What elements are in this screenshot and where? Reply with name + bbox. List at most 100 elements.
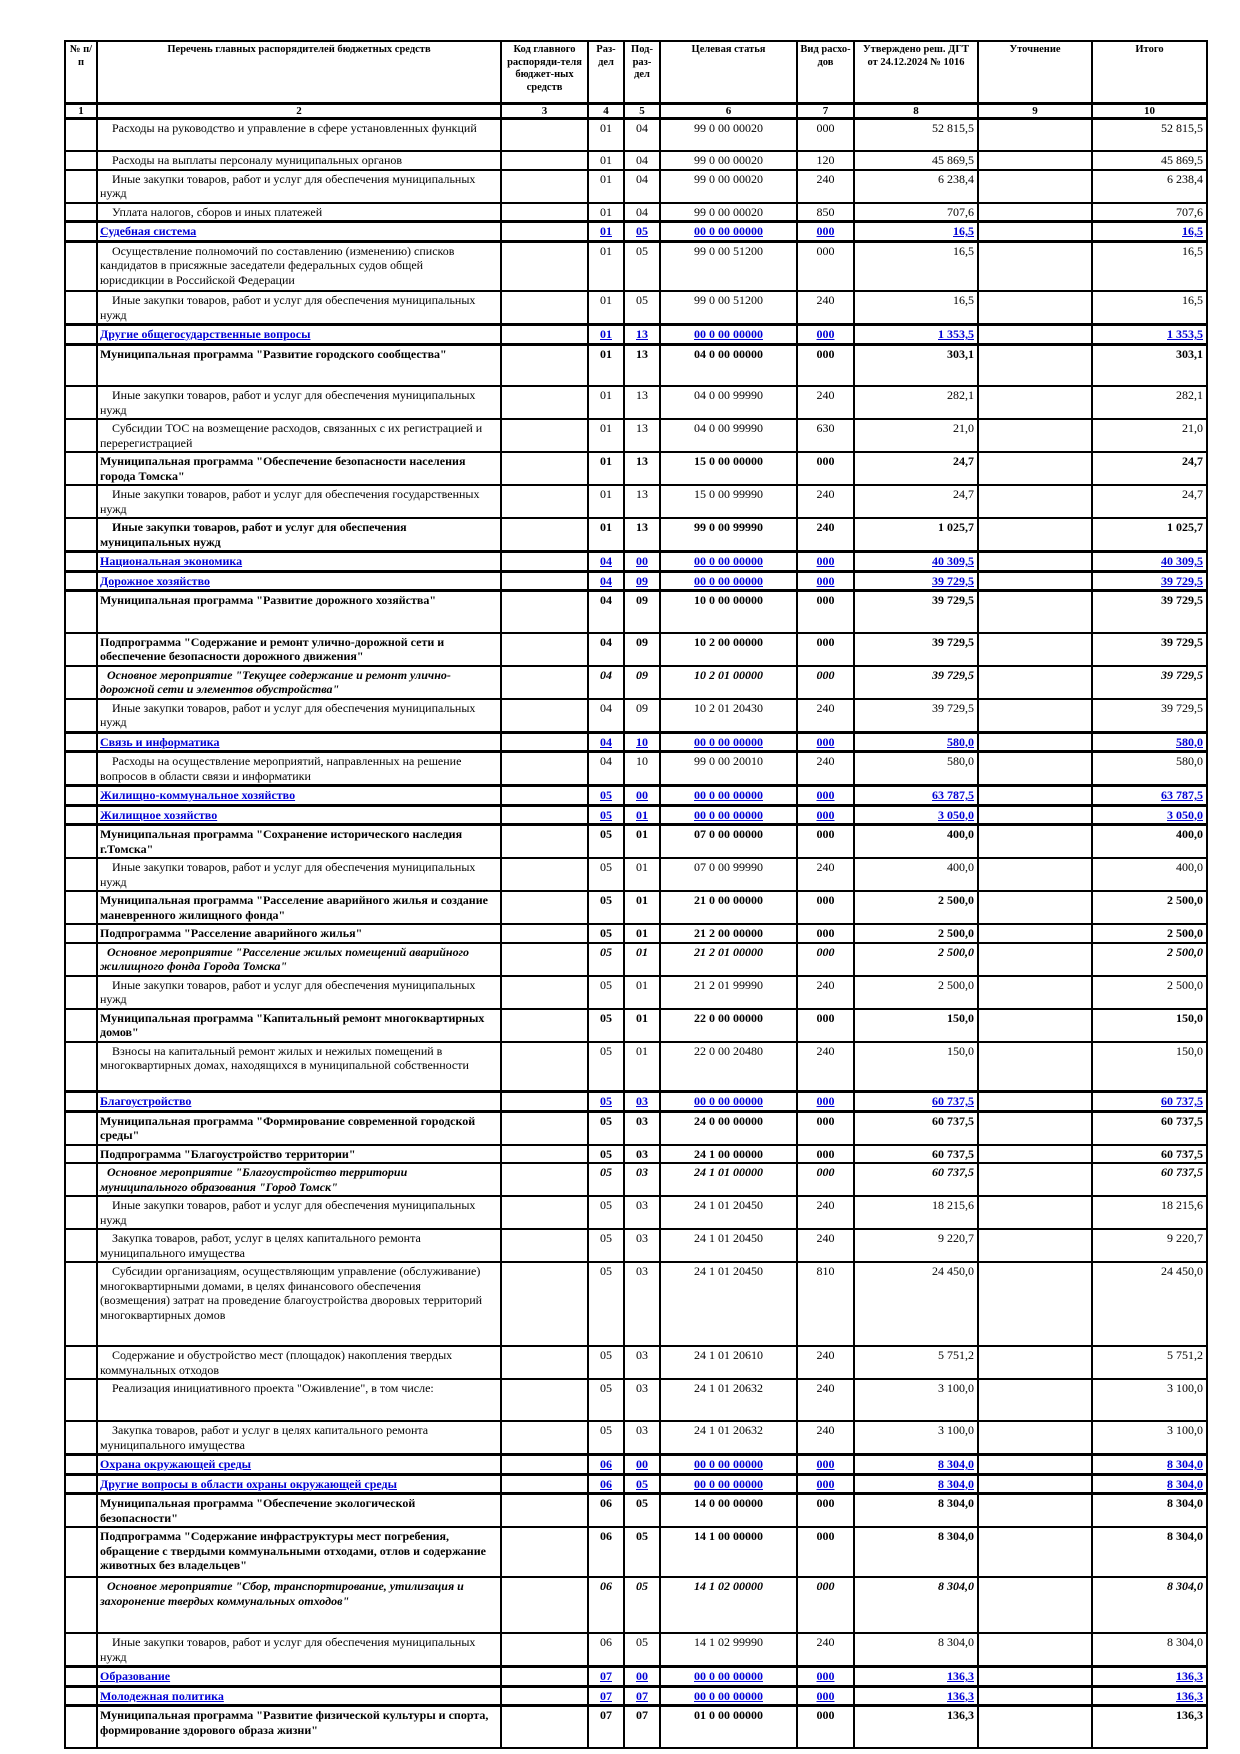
- cell-text: 07 0 00 00000: [694, 827, 763, 841]
- cell-text: 01: [636, 860, 648, 874]
- column-number-index: 1: [64, 102, 98, 120]
- cell-itogo: 16,5: [1091, 240, 1208, 292]
- cell-text: 00 0 00 00000: [694, 1457, 763, 1471]
- cell-grbs-code: [500, 890, 589, 925]
- cell-itogo: 282,1: [1091, 385, 1208, 420]
- table-row: Муниципальная программа "Сохранение исто…: [64, 823, 1208, 859]
- cell-text: Другие общегосударственные вопросы: [100, 327, 311, 341]
- cell-podrazdel: 13: [623, 484, 661, 519]
- cell-text: 5 751,2: [1167, 1348, 1203, 1362]
- cell-approved: 60 737,5: [853, 1162, 979, 1197]
- cell-grbs-code: [500, 484, 589, 519]
- cell-text: 60 737,5: [932, 1113, 974, 1128]
- cell-grbs-code: [500, 168, 589, 204]
- cell-text: Муниципальная программа "Развитие дорожн…: [100, 593, 436, 607]
- cell-index: [64, 290, 98, 326]
- cell-name: Субсидии организациям, осуществляющим уп…: [96, 1261, 502, 1347]
- cell-grbs-code: [500, 750, 589, 787]
- cell-razdel: 06: [587, 1492, 625, 1528]
- cell-podrazdel: 07: [623, 1704, 661, 1749]
- cell-itogo: 150,0: [1091, 1007, 1208, 1043]
- cell-text: 2 500,0: [1167, 926, 1203, 940]
- cell-itogo: 580,0: [1091, 730, 1208, 753]
- cell-text: 000: [816, 807, 835, 822]
- cell-text: 000: [816, 926, 835, 940]
- cell-grbs-code: [500, 784, 589, 807]
- cell-approved: 24,7: [853, 451, 979, 486]
- cell-text: 05: [600, 1094, 612, 1108]
- cell-text: Муниципальная программа "Обеспечение эко…: [100, 1496, 416, 1525]
- cell-text: Муниципальная программа "Капитальный рем…: [100, 1010, 485, 1040]
- cell-text: 2 500,0: [1167, 944, 1203, 959]
- cell-target-article: 99 0 00 00020: [659, 117, 798, 152]
- cell-text: 3 100,0: [1167, 1381, 1203, 1395]
- cell-text: Основное мероприятие "Благоустройство те…: [100, 1165, 408, 1194]
- cell-text: 00 0 00 00000: [694, 788, 763, 802]
- cell-index: [64, 1110, 98, 1146]
- cell-grbs-code: [500, 418, 589, 453]
- cell-name: Содержание и обустройство мест (площадок…: [96, 1345, 502, 1380]
- column-number-itogo: 10: [1091, 102, 1208, 120]
- cell-itogo: 400,0: [1091, 823, 1208, 859]
- cell-utochnenie: [977, 974, 1093, 1010]
- cell-utochnenie: [977, 418, 1093, 453]
- cell-target-article: 14 0 00 00000: [659, 1492, 798, 1528]
- cell-razdel: 07: [587, 1704, 625, 1749]
- cell-name: Другие общегосударственные вопросы: [96, 323, 502, 346]
- cell-name: Субсидии ТОС на возмещение расходов, свя…: [96, 418, 502, 453]
- cell-expense-type: 000: [796, 1007, 855, 1043]
- cell-text: 04: [600, 734, 612, 749]
- cell-text: 00 0 00 00000: [694, 1688, 763, 1703]
- table-header: № п/п Перечень главных распорядителей бюд…: [64, 40, 1208, 120]
- cell-utochnenie: [977, 1632, 1093, 1668]
- cell-index: [64, 385, 98, 420]
- cell-text: 240: [816, 293, 835, 307]
- cell-name: Расходы на осуществление мероприятий, на…: [96, 750, 502, 787]
- cell-approved: 3 100,0: [853, 1378, 979, 1422]
- cell-podrazdel: 01: [623, 923, 661, 944]
- cell-text: 136,3: [947, 1688, 974, 1703]
- cell-razdel: 05: [587, 784, 625, 807]
- cell-text: 18 215,6: [932, 1198, 974, 1212]
- cell-text: 05: [600, 1165, 612, 1179]
- cell-text: 000: [816, 1579, 835, 1593]
- cell-text: 1 025,7: [1167, 520, 1203, 534]
- cell-text: 580,0: [947, 734, 974, 749]
- table-row: Иные закупки товаров, работ и услуг для …: [64, 484, 1208, 519]
- cell-razdel: 06: [587, 1526, 625, 1578]
- cell-text: 06: [600, 1635, 612, 1649]
- cell-text: 000: [816, 573, 835, 588]
- cell-utochnenie: [977, 1110, 1093, 1146]
- cell-podrazdel: 00: [623, 550, 661, 573]
- cell-grbs-code: [500, 1420, 589, 1456]
- cell-itogo: 2 500,0: [1091, 941, 1208, 977]
- cell-approved: 150,0: [853, 1007, 979, 1043]
- cell-text: 707,6: [1176, 204, 1203, 219]
- cell-name: Иные закупки товаров, работ и услуг для …: [96, 385, 502, 420]
- cell-approved: 24 450,0: [853, 1261, 979, 1347]
- cell-text: 21,0: [1182, 421, 1203, 435]
- cell-expense-type: 000: [796, 1684, 855, 1707]
- cell-utochnenie: [977, 857, 1093, 892]
- cell-index: [64, 1345, 98, 1380]
- cell-text: Расходы на руководство и управление в сф…: [112, 120, 477, 135]
- cell-text: Иные закупки товаров, работ и услуг для …: [100, 171, 476, 201]
- cell-text: 99 0 00 51200: [694, 243, 763, 258]
- cell-text: Взносы на капитальный ремонт жилых и неж…: [100, 1043, 469, 1073]
- column-header-label: Код главного распоряди-теля бюджет-ных с…: [507, 44, 582, 93]
- cell-itogo: 52 815,5: [1091, 117, 1208, 152]
- cell-podrazdel: 13: [623, 385, 661, 420]
- cell-expense-type: 000: [796, 1143, 855, 1164]
- cell-podrazdel: 05: [623, 1492, 661, 1528]
- table-row: Уплата налогов, сборов и иных платежей 01…: [64, 201, 1208, 223]
- cell-razdel: 05: [587, 974, 625, 1010]
- cell-target-article: 14 1 00 00000: [659, 1526, 798, 1578]
- cell-target-article: 99 0 00 20010: [659, 750, 798, 787]
- cell-text: 39 729,5: [1161, 700, 1203, 715]
- cell-text: 10 2 00 00000: [694, 634, 763, 649]
- column-number-label: 1: [78, 104, 84, 117]
- cell-expense-type: 240: [796, 385, 855, 420]
- cell-text: 04: [600, 573, 612, 588]
- cell-expense-type: 240: [796, 1195, 855, 1230]
- cell-text: 000: [816, 1529, 835, 1543]
